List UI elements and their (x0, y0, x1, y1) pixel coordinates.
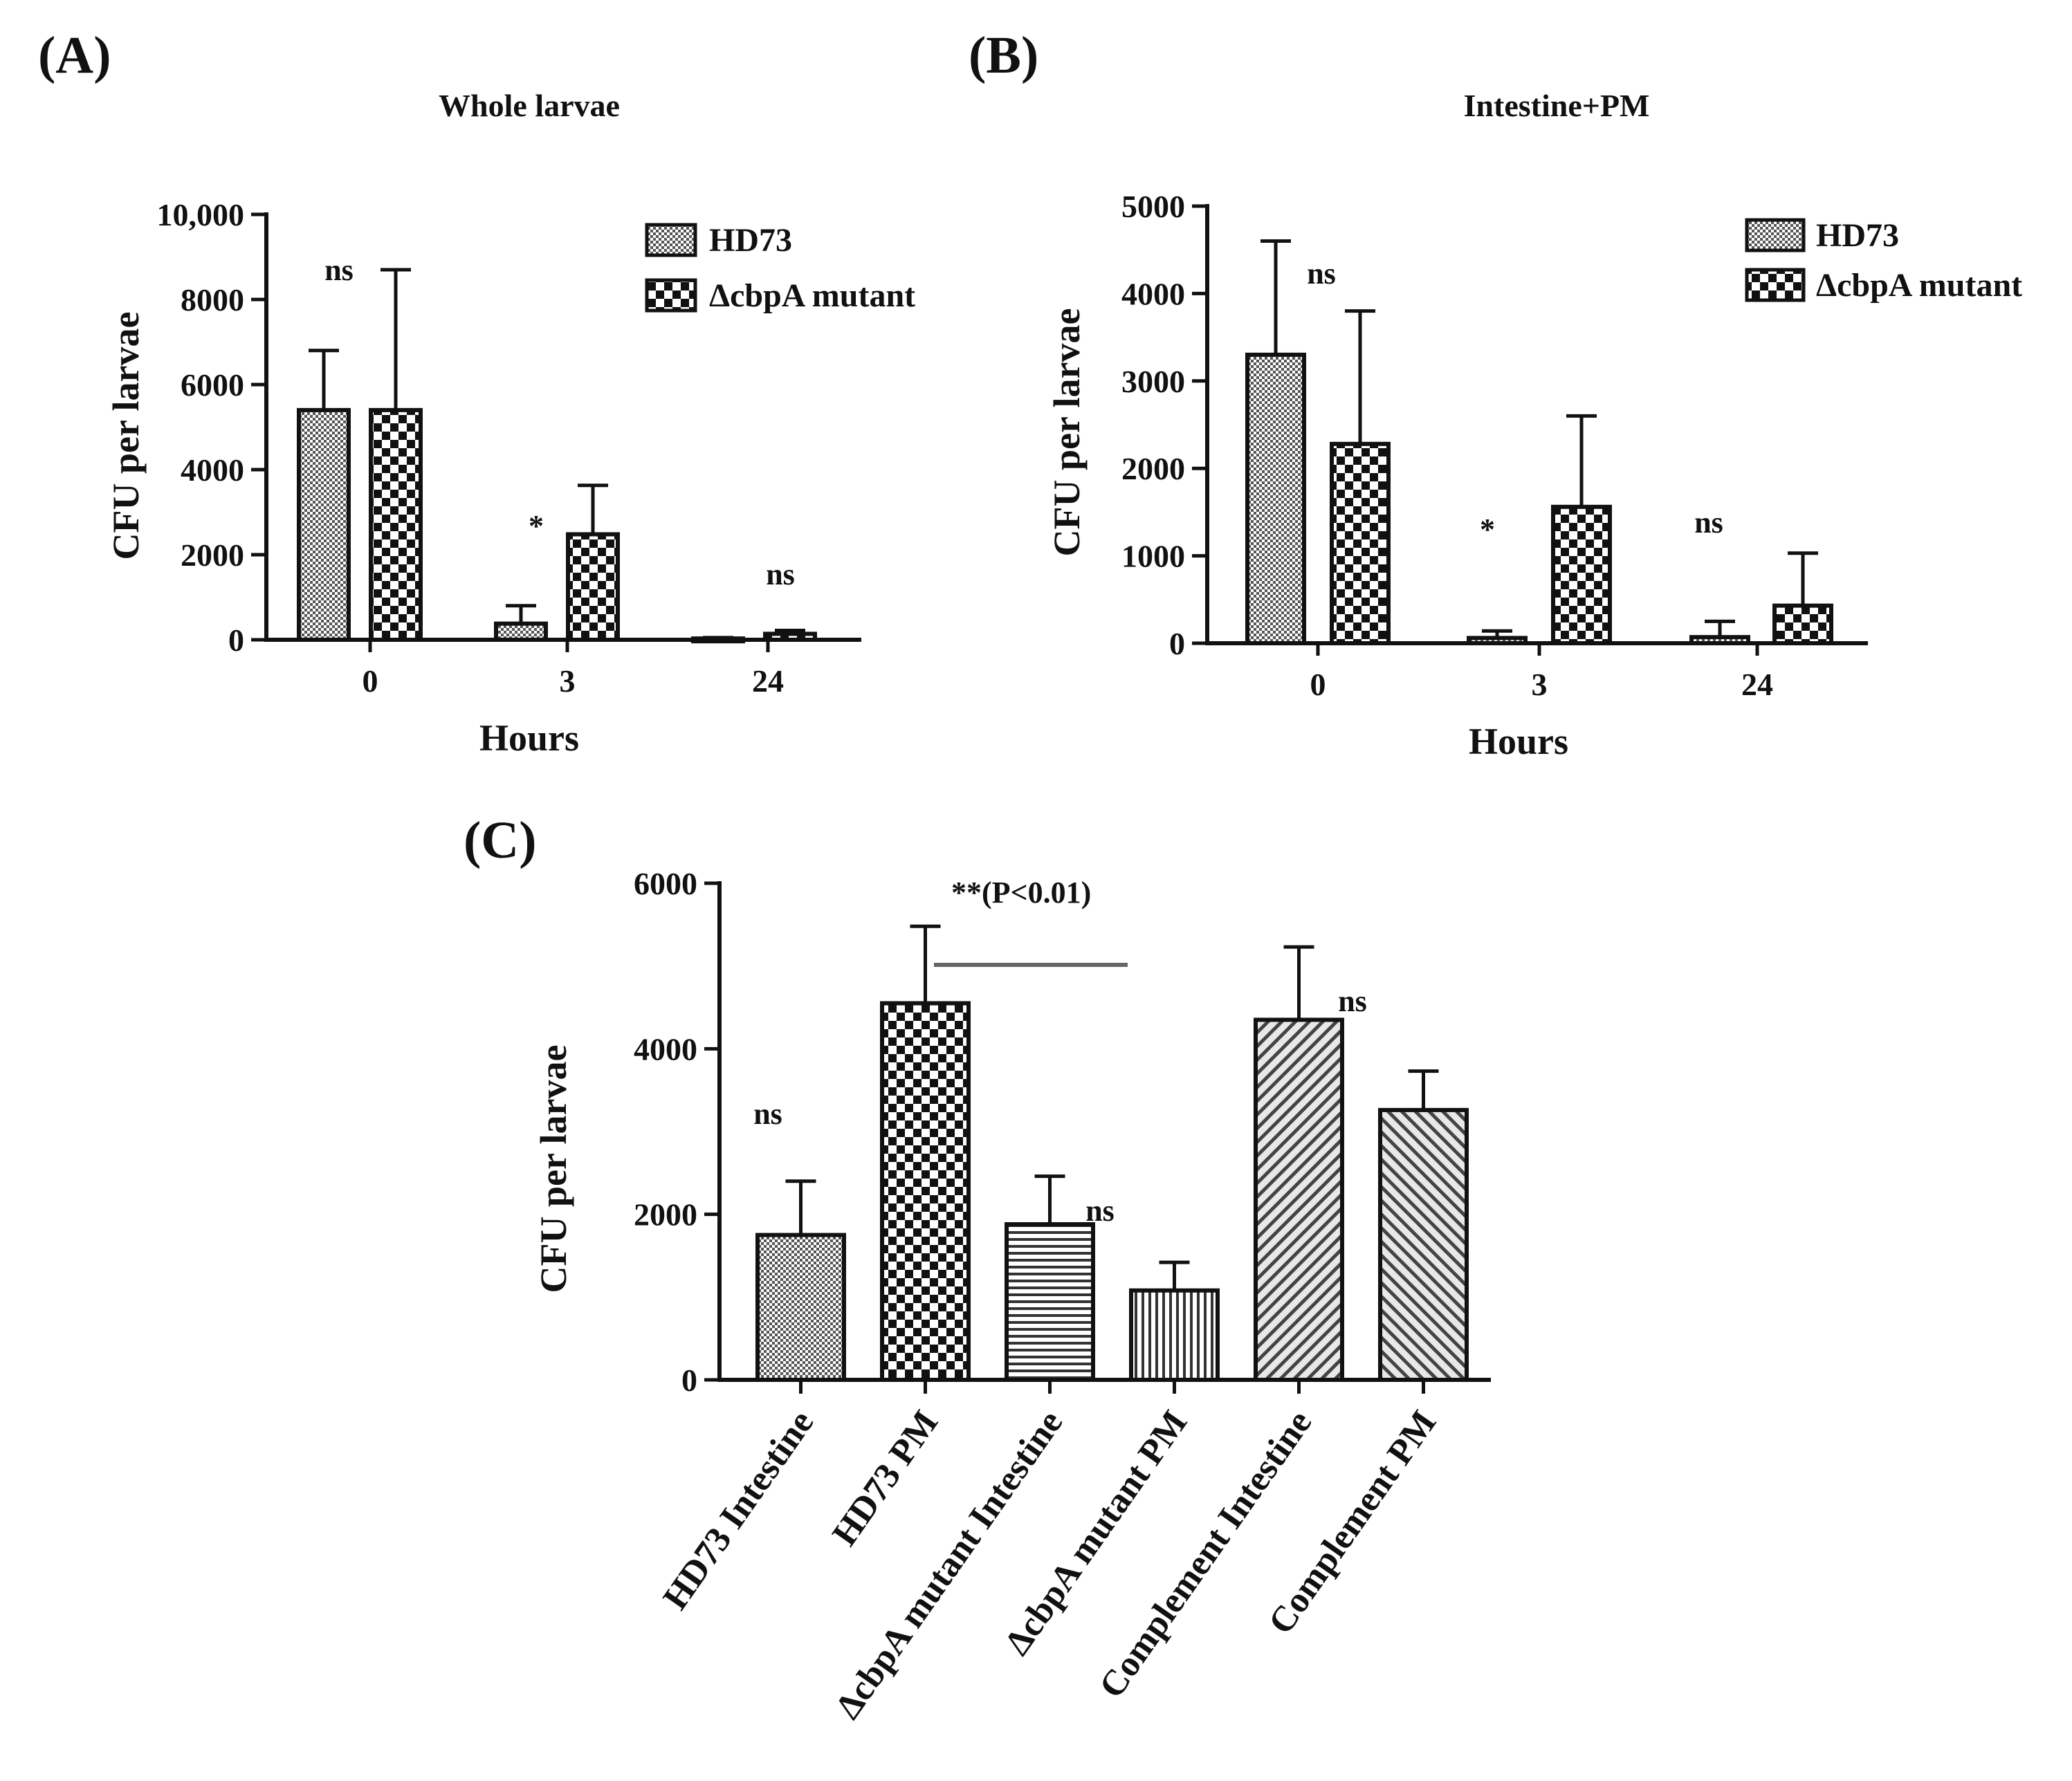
panel-b-xtick-label: 3 (1532, 667, 1548, 702)
panel-c-category-label: HD73 PM (825, 1403, 946, 1553)
panel-c-ns-annotation: ns (753, 1097, 782, 1131)
panel-a-ytick-label: 0 (228, 622, 244, 658)
panel-b-legend-label: ΔcbpA mutant (1816, 267, 2022, 304)
panel-c-label: (C) (464, 811, 537, 869)
panel-b-ylabel: CFU per larvae (1046, 308, 1088, 557)
panel-c-significance: **(P<0.01) (951, 876, 1091, 910)
panel-c-ns-annotation: ns (1085, 1194, 1115, 1228)
panel-b-bar (1245, 352, 1306, 645)
panel-b-ytick-label: 0 (1169, 626, 1185, 661)
panel-b-legend-swatch (1745, 218, 1806, 252)
panel-b-ytick-label: 3000 (1121, 364, 1185, 399)
panel-c-ylabel: CFU per larvae (533, 1045, 574, 1293)
panel-a-title: Whole larvae (439, 88, 620, 123)
panel-a-ytick-label: 6000 (181, 367, 244, 403)
panel-c-ytick-label: 6000 (634, 866, 697, 901)
panel-a-legend-label: HD73 (709, 222, 792, 259)
panel-c-bar (880, 1001, 971, 1383)
panel-b-annotation: ns (1694, 506, 1723, 539)
panel-b-xtick-label: 24 (1741, 667, 1773, 702)
panel-c-ytick-label: 2000 (634, 1197, 697, 1233)
panel-b-bar (1467, 636, 1528, 646)
panel-a-annotation: ns (324, 253, 354, 287)
panel-b-bar (1689, 635, 1750, 645)
panel-a-ytick-label: 8000 (181, 282, 244, 317)
panel-c-bar (1254, 1017, 1344, 1382)
panel-c-ytick-label: 4000 (634, 1031, 697, 1067)
panel-a-xlabel: Hours (479, 717, 579, 759)
panel-c-ytick-label: 0 (681, 1363, 697, 1398)
panel-a-ytick-label: 10,000 (157, 197, 245, 232)
panel-a-bar (297, 407, 351, 643)
panel-a-legend-swatch (645, 278, 697, 313)
panel-b-bar (1551, 504, 1612, 645)
panel-a-bar (763, 631, 817, 643)
panel-b-ytick-label: 2000 (1121, 451, 1185, 486)
panel-a-bar (369, 407, 423, 643)
panel-a-legend-label: ΔcbpA mutant (709, 277, 915, 314)
panel-a-bar (494, 621, 548, 643)
panel-c-bar (755, 1233, 846, 1383)
panel-b-ytick-label: 5000 (1121, 189, 1185, 224)
panel-b-ytick-label: 4000 (1121, 276, 1185, 311)
panel-c-bar (1378, 1107, 1469, 1383)
panel-a-label: (A) (38, 26, 111, 84)
panel-b-title: Intestine+PM (1464, 88, 1650, 123)
panel-a-xtick-label: 0 (363, 663, 378, 699)
panel-a-bar (566, 532, 620, 642)
panel-b-xtick-label: 0 (1310, 667, 1326, 702)
panel-b-legend-label: HD73 (1816, 217, 1899, 254)
panel-a-annotation: * (529, 509, 544, 543)
panel-a-ytick-label: 2000 (181, 537, 244, 573)
panel-c-ns-annotation: ns (1338, 984, 1367, 1018)
panel-b-ytick-label: 1000 (1121, 539, 1185, 574)
panel-a-ytick-label: 4000 (181, 452, 244, 488)
panel-b-bar (1330, 441, 1391, 645)
panel-a-legend-swatch (645, 223, 697, 257)
panel-c-category-label: Complement Intestine (1092, 1403, 1319, 1705)
panel-a-xtick-label: 24 (752, 663, 784, 699)
panel-a-annotation: ns (766, 557, 795, 591)
panel-b-bar (1772, 603, 1833, 646)
panel-c-bar (1129, 1288, 1220, 1383)
panel-b-annotation: ns (1307, 257, 1336, 290)
panel-b-xlabel: Hours (1469, 721, 1568, 762)
panel-b-legend-swatch (1745, 268, 1806, 302)
panel-c-category-label: ΔcbpA mutant Intestine (828, 1403, 1070, 1726)
panel-b-label: (B) (969, 26, 1038, 84)
panel-c-category-label: HD73 Intestine (656, 1403, 822, 1616)
panel-c-bar (1005, 1222, 1095, 1382)
panel-b-annotation: * (1480, 513, 1495, 546)
panel-a-ylabel: CFU per larvae (105, 312, 147, 560)
panel-a-xtick-label: 3 (560, 663, 576, 699)
